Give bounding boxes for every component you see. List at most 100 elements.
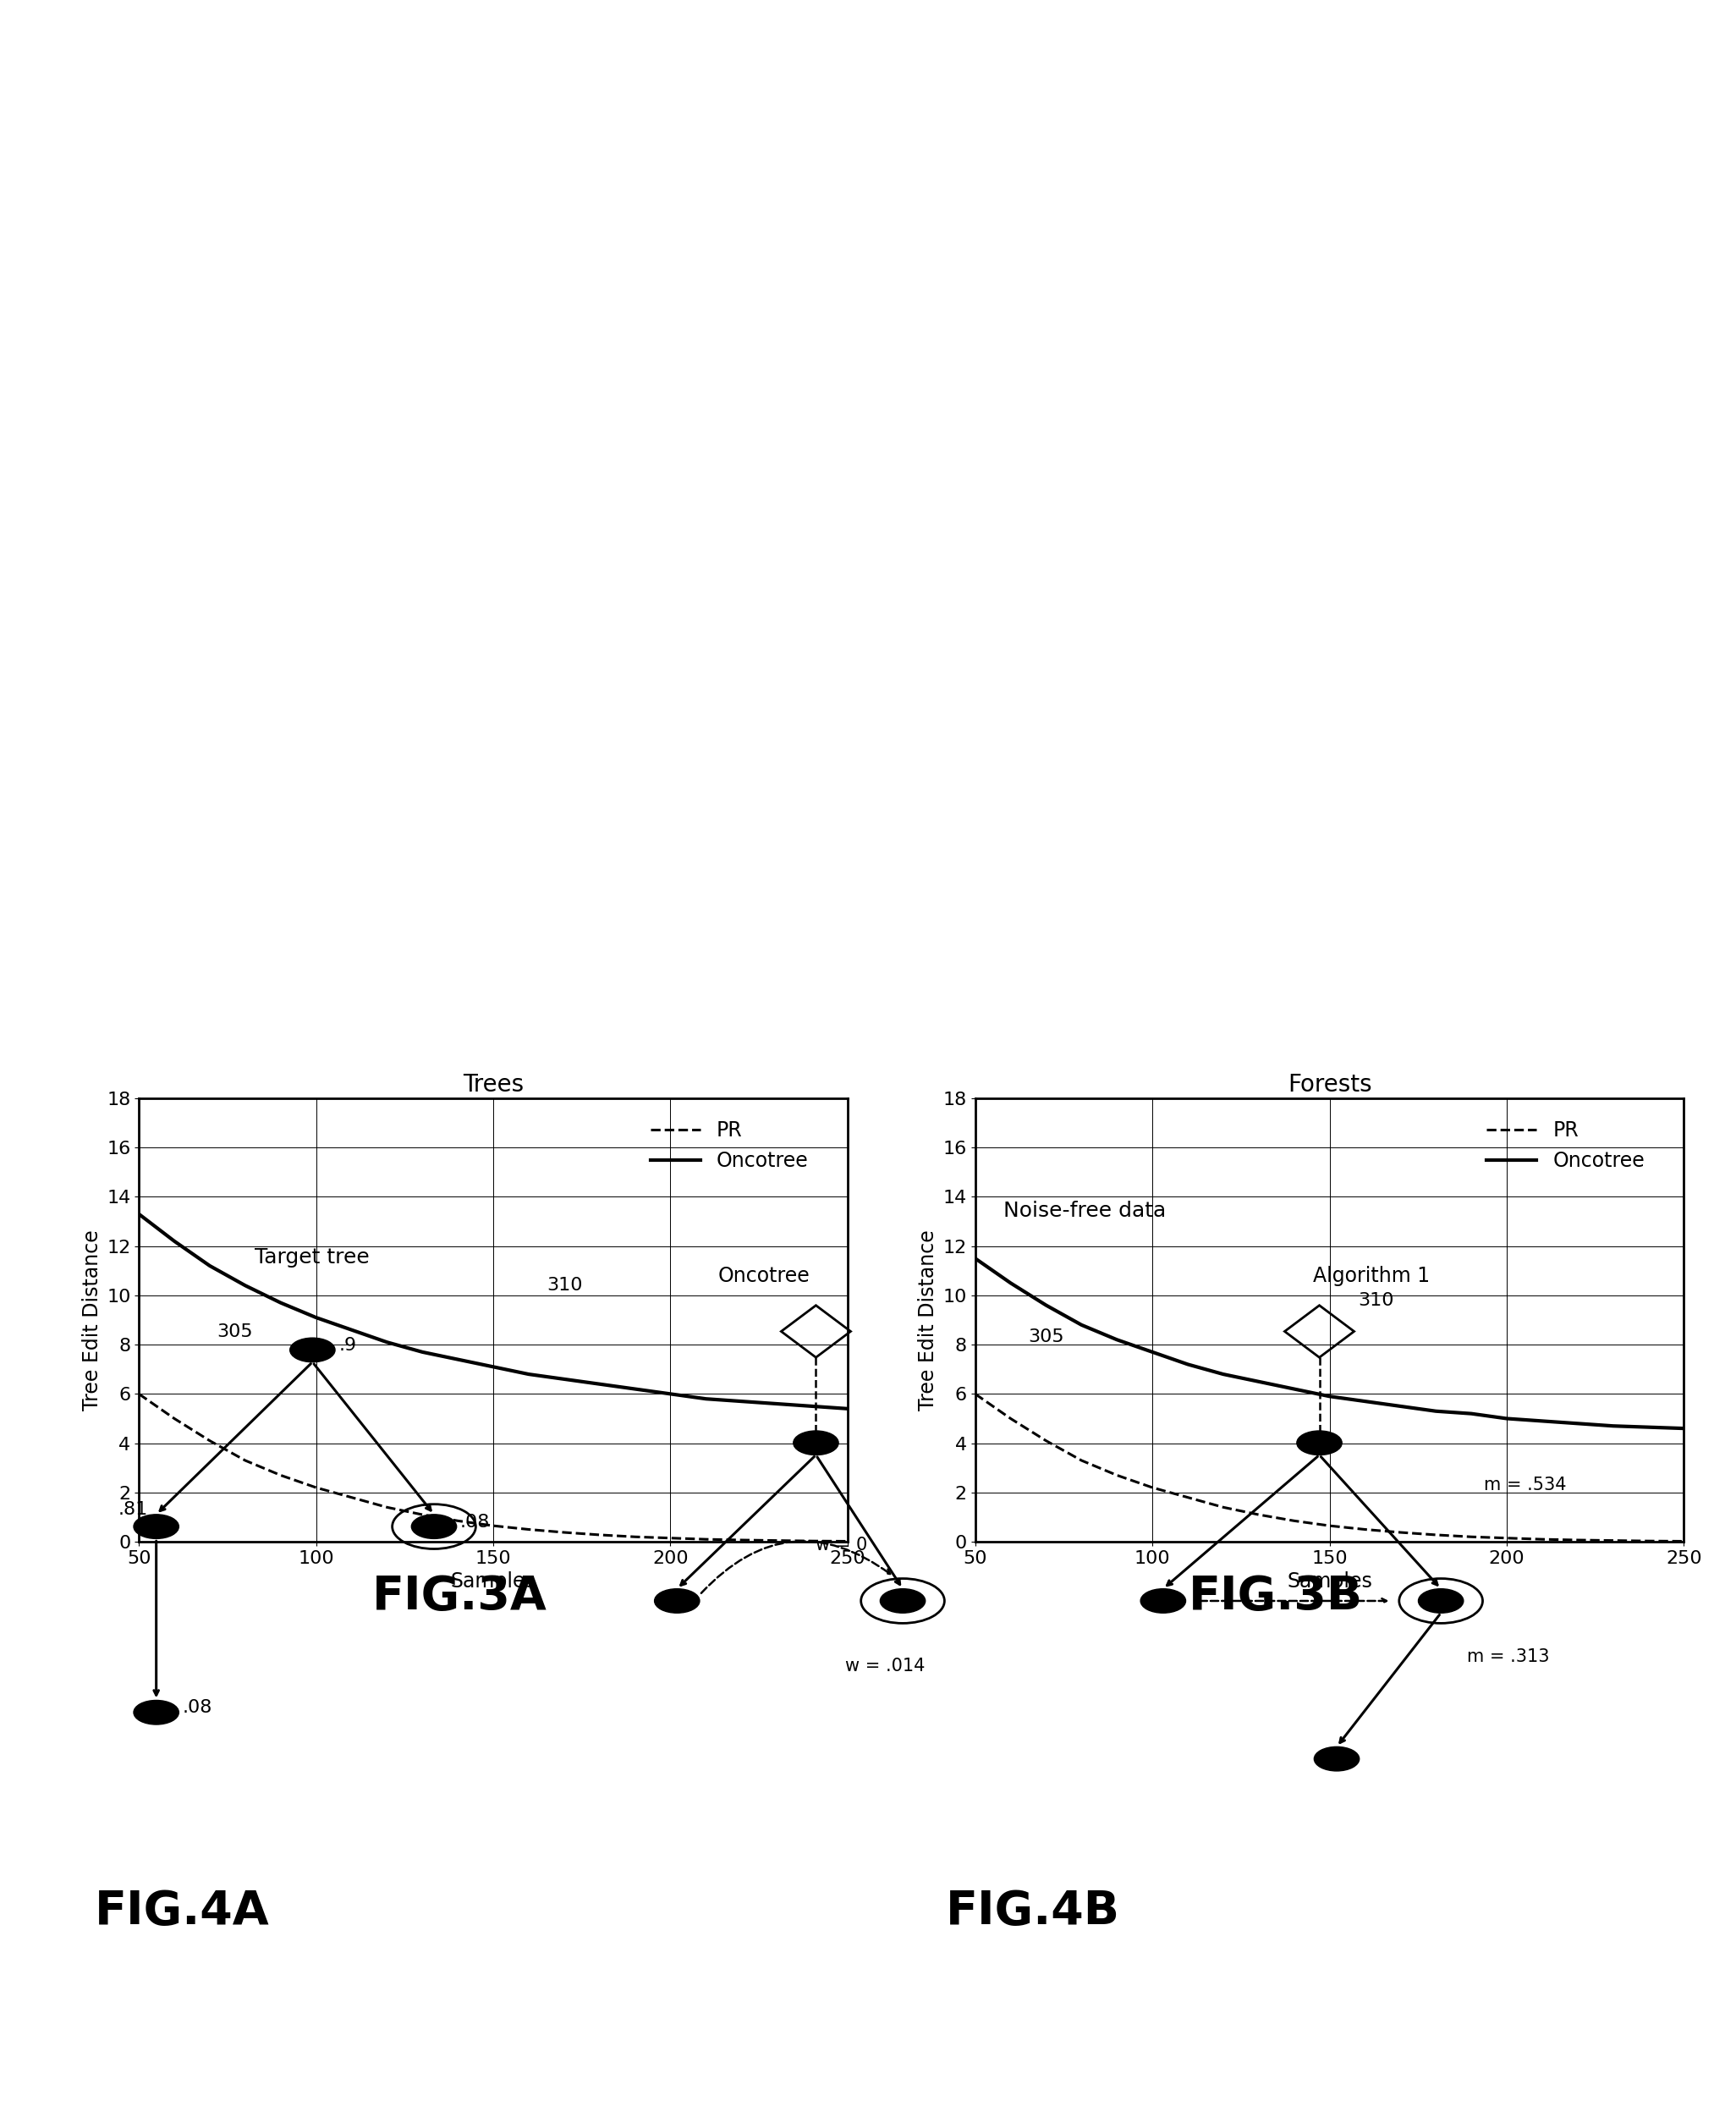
Oncotree — [766, 1392, 786, 1417]
Oncotree — [731, 1390, 752, 1415]
Line: PR: PR — [976, 1394, 1684, 1542]
Oncotree — [837, 1396, 858, 1421]
Text: 305: 305 — [217, 1324, 253, 1341]
Text: .81: .81 — [118, 1502, 148, 1519]
Text: Target tree: Target tree — [255, 1246, 370, 1267]
Text: FIG.3B: FIG.3B — [1189, 1573, 1363, 1620]
Text: .08: .08 — [182, 1700, 212, 1717]
Circle shape — [134, 1514, 179, 1540]
X-axis label: Samples: Samples — [1286, 1571, 1371, 1592]
Circle shape — [654, 1588, 700, 1614]
PR — [1496, 1525, 1517, 1550]
PR — [1071, 1449, 1092, 1474]
Oncotree — [519, 1362, 540, 1388]
PR — [234, 1449, 255, 1474]
PR — [696, 1527, 717, 1552]
PR — [1462, 1525, 1483, 1550]
Oncotree — [1319, 1383, 1340, 1409]
Line: PR: PR — [139, 1394, 847, 1542]
Oncotree — [1354, 1390, 1375, 1415]
PR — [589, 1523, 609, 1548]
Oncotree — [1071, 1312, 1092, 1337]
Oncotree — [411, 1339, 432, 1364]
Circle shape — [1418, 1588, 1463, 1614]
PR — [1000, 1407, 1021, 1432]
PR — [1568, 1527, 1588, 1552]
Line: Oncotree: Oncotree — [976, 1259, 1684, 1428]
Circle shape — [290, 1337, 335, 1362]
Oncotree — [448, 1347, 469, 1373]
Line: Oncotree: Oncotree — [139, 1214, 847, 1409]
Oncotree — [965, 1246, 986, 1271]
Text: .9: .9 — [339, 1337, 356, 1354]
PR — [554, 1521, 575, 1546]
Text: m = .313: m = .313 — [1467, 1647, 1550, 1664]
Text: 305: 305 — [1028, 1328, 1064, 1345]
Oncotree — [163, 1229, 184, 1255]
PR — [163, 1407, 184, 1432]
Oncotree — [1639, 1415, 1660, 1440]
PR — [483, 1512, 503, 1538]
Text: 310: 310 — [547, 1278, 582, 1295]
X-axis label: Samples: Samples — [451, 1571, 536, 1592]
PR — [448, 1508, 469, 1533]
Oncotree — [1213, 1362, 1234, 1388]
Circle shape — [1141, 1588, 1186, 1614]
PR — [1674, 1529, 1694, 1554]
Oncotree — [1496, 1407, 1517, 1432]
PR — [837, 1529, 858, 1554]
Text: w = 0: w = 0 — [816, 1538, 868, 1554]
Oncotree — [660, 1381, 681, 1407]
Circle shape — [880, 1588, 925, 1614]
Oncotree — [802, 1394, 823, 1419]
Text: Algorithm 1: Algorithm 1 — [1312, 1265, 1430, 1286]
Oncotree — [1248, 1369, 1269, 1394]
PR — [1391, 1521, 1411, 1546]
Oncotree — [1602, 1413, 1623, 1438]
Oncotree — [1674, 1415, 1694, 1440]
Legend: PR, Oncotree: PR, Oncotree — [642, 1113, 816, 1178]
PR — [1531, 1527, 1552, 1552]
PR — [128, 1381, 149, 1407]
Title: Trees: Trees — [464, 1073, 524, 1096]
Oncotree — [1177, 1352, 1198, 1377]
Oncotree — [200, 1252, 220, 1278]
PR — [306, 1474, 326, 1500]
Oncotree — [1036, 1293, 1057, 1318]
Oncotree — [377, 1331, 398, 1356]
PR — [802, 1529, 823, 1554]
Oncotree — [1462, 1400, 1483, 1426]
PR — [1213, 1495, 1234, 1521]
Circle shape — [1297, 1430, 1342, 1455]
Oncotree — [1106, 1326, 1127, 1352]
PR — [660, 1525, 681, 1550]
Oncotree — [1425, 1398, 1446, 1423]
PR — [731, 1527, 752, 1552]
PR — [1639, 1529, 1660, 1554]
Text: 310: 310 — [1358, 1293, 1394, 1309]
Text: .08: .08 — [460, 1514, 490, 1531]
PR — [519, 1516, 540, 1542]
Text: FIG.3A: FIG.3A — [373, 1573, 547, 1620]
Oncotree — [1142, 1339, 1163, 1364]
Oncotree — [271, 1290, 292, 1316]
PR — [340, 1485, 361, 1510]
PR — [625, 1525, 646, 1550]
Oncotree — [234, 1274, 255, 1299]
PR — [1177, 1485, 1198, 1510]
Oncotree — [128, 1202, 149, 1227]
Title: Forests: Forests — [1288, 1073, 1371, 1096]
PR — [1354, 1516, 1375, 1542]
PR — [1319, 1512, 1340, 1538]
Y-axis label: Tree Edit Distance: Tree Edit Distance — [918, 1229, 937, 1411]
PR — [271, 1462, 292, 1487]
PR — [965, 1381, 986, 1407]
PR — [377, 1495, 398, 1521]
PR — [411, 1502, 432, 1527]
Oncotree — [1568, 1411, 1588, 1436]
PR — [1602, 1527, 1623, 1552]
PR — [1248, 1502, 1269, 1527]
PR — [766, 1527, 786, 1552]
Oncotree — [1391, 1394, 1411, 1419]
PR — [1036, 1428, 1057, 1453]
